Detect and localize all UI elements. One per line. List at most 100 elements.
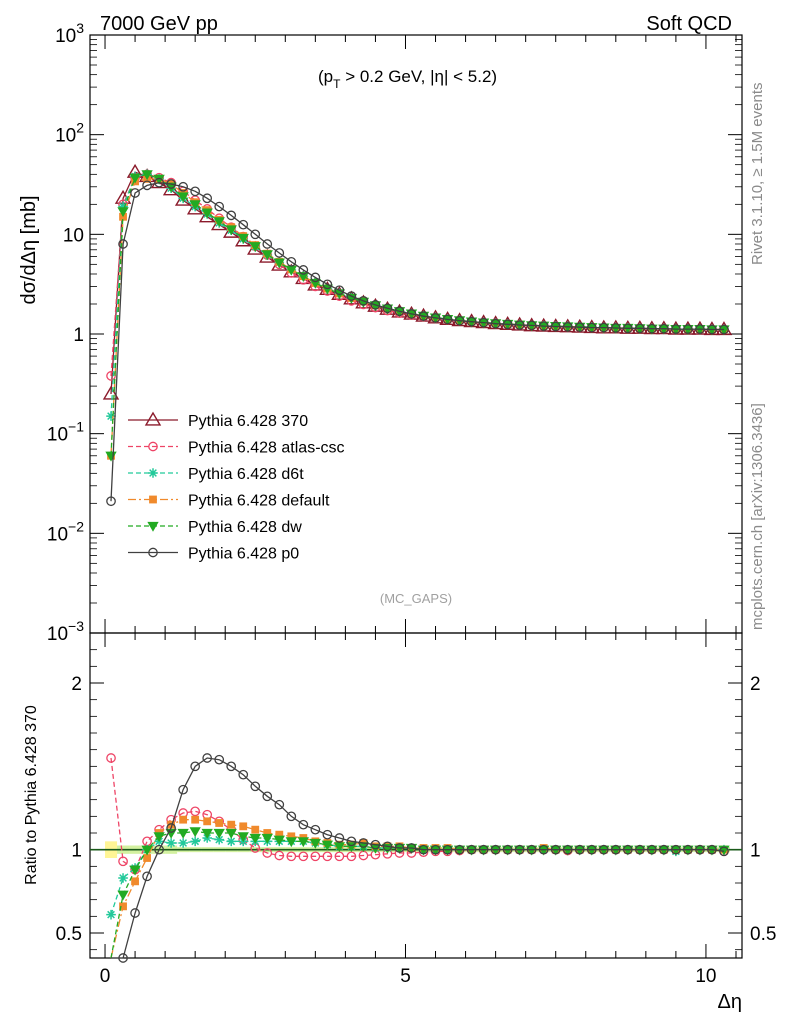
ratio-point-dw <box>141 845 153 856</box>
ratio-point-atlas <box>298 851 309 862</box>
legend-swatch-marker <box>144 411 162 426</box>
ratio-point-p0 <box>370 839 381 850</box>
main-y-tick-base: 10 <box>47 624 68 645</box>
watermark-label: (MC_GAPS) <box>380 591 452 606</box>
ratio-point-p0 <box>562 844 573 855</box>
main-point-dw <box>321 284 334 295</box>
ratio-point-p0 <box>130 908 140 918</box>
main-series-p0 <box>106 177 729 507</box>
ratio-point-default <box>215 819 224 827</box>
main-point-dw <box>249 242 261 253</box>
ratio-point-p0 <box>202 753 213 763</box>
main-point-p0 <box>394 306 405 317</box>
ratio-point-p0 <box>286 811 297 822</box>
ratio-point-default <box>239 822 248 831</box>
ratio-point-dw <box>285 837 297 848</box>
main-point-dw <box>201 208 213 219</box>
main-y-tick-base: 10 <box>47 425 68 446</box>
ratio-series-atlas <box>106 753 729 875</box>
x-tick-label: 0 <box>100 966 111 987</box>
ratio-point-p0 <box>262 791 273 802</box>
ratio-series-p0 <box>111 753 729 963</box>
ratio-point-p0 <box>226 761 237 772</box>
main-line-p370 <box>110 171 724 395</box>
main-point-p370 <box>102 385 120 400</box>
main-point-p0 <box>610 323 621 333</box>
ratio-point-d6t <box>190 836 200 847</box>
ratio-point-p0 <box>659 844 669 855</box>
ratio-point-p0 <box>586 844 597 855</box>
main-point-p0 <box>538 321 549 331</box>
main-point-p0 <box>502 319 513 330</box>
ratio-point-p0 <box>490 844 501 855</box>
main-y-tick-base: 10 <box>63 225 84 246</box>
ratio-point-p0 <box>310 824 321 835</box>
main-y-tick-label: 10−2 <box>47 518 84 545</box>
main-y-tick-exp: −3 <box>68 618 84 634</box>
ratio-point-p0 <box>358 838 369 848</box>
main-point-dw <box>189 200 201 211</box>
main-point-p0 <box>238 219 249 230</box>
ratio-point-atlas <box>310 851 321 862</box>
ratio-point-atlas <box>286 851 297 862</box>
main-point-p370 <box>222 223 240 238</box>
cut-label: (pT > 0.2 GeV, |η| < 5.2) <box>318 67 497 91</box>
main-point-p0 <box>586 322 597 333</box>
ratio-point-atlas <box>190 806 201 817</box>
ratio-point-p0 <box>166 823 176 833</box>
main-point-p0 <box>574 322 585 333</box>
main-point-p0 <box>442 314 453 325</box>
main-point-p0 <box>250 229 261 240</box>
ratio-point-p0 <box>622 844 633 855</box>
legend-item-atlas: Pythia 6.428 atlas-csc <box>128 440 345 457</box>
ratio-point-d6t <box>166 838 176 848</box>
main-point-p0 <box>707 324 717 335</box>
main-y-tick-exp: 3 <box>76 20 84 36</box>
ratio-point-atlas <box>106 753 116 763</box>
main-point-p0 <box>226 210 237 221</box>
ratio-point-p0 <box>683 844 693 855</box>
main-point-p0 <box>334 285 345 296</box>
ratio-point-p0 <box>298 819 309 830</box>
legend-swatch-marker <box>148 547 158 558</box>
ratio-point-p0 <box>418 844 429 855</box>
ratio-point-atlas <box>322 851 333 862</box>
legend-item-d6t: Pythia 6.428 d6t <box>128 466 304 483</box>
main-point-p0 <box>130 188 140 198</box>
ratio-point-default <box>227 820 236 829</box>
ratio-point-d6t <box>178 838 188 848</box>
ratio-point-default <box>143 854 151 862</box>
ratio-y-tick-label-right: 0.5 <box>750 924 776 945</box>
legend-item-p0: Pythia 6.428 p0 <box>128 546 299 563</box>
legend-label: Pythia 6.428 p0 <box>188 546 299 563</box>
ratio-point-p0 <box>538 844 549 855</box>
ratio-y-tick-label-right: 1 <box>750 841 761 862</box>
main-point-p0 <box>598 322 609 333</box>
main-series-atlas <box>106 169 729 381</box>
main-point-dw <box>177 192 189 203</box>
ratio-point-p0 <box>502 844 513 855</box>
main-point-p0 <box>202 193 213 204</box>
main-point-p0 <box>370 300 381 310</box>
cut-label-sub: T <box>333 77 341 91</box>
ratio-point-dw <box>297 837 309 848</box>
main-point-p0 <box>418 311 429 322</box>
ratio-point-dw <box>129 865 141 876</box>
ratio-point-dw <box>189 827 201 838</box>
main-point-p0 <box>454 315 465 326</box>
ratio-point-p0 <box>238 769 249 780</box>
main-point-p0 <box>214 201 225 212</box>
ratio-point-dw <box>213 828 225 839</box>
ratio-y-tick-label: 0.5 <box>56 924 82 945</box>
main-y-tick-exp: −1 <box>68 419 84 435</box>
ratio-point-p0 <box>454 844 465 855</box>
main-point-d6t <box>106 411 116 421</box>
main-point-p0 <box>659 323 669 334</box>
ratio-point-p0 <box>610 844 621 855</box>
legend-swatch-marker <box>147 521 159 532</box>
legend-swatch-marker <box>148 441 158 452</box>
main-point-p0 <box>286 256 297 267</box>
ratio-point-dw <box>321 840 334 851</box>
ratio-y-tick-label: 1 <box>71 841 82 862</box>
